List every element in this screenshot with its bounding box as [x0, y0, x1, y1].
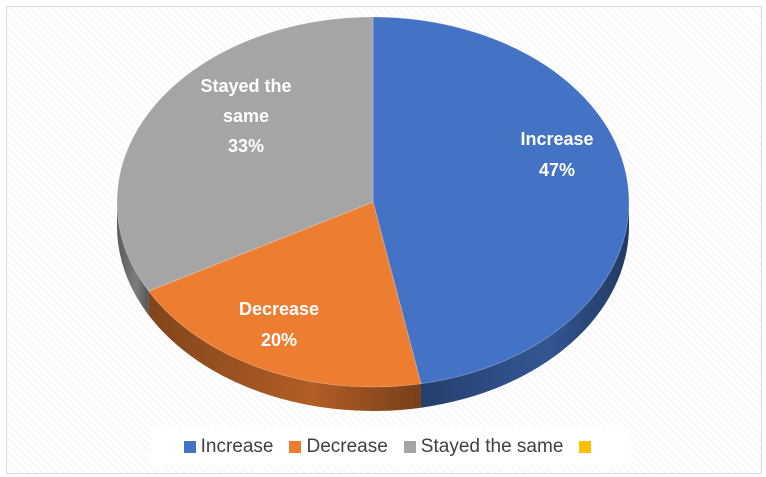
pie-slice-stayed-the-same — [116, 16, 374, 292]
legend-swatch-stayed-the-same — [403, 441, 416, 453]
legend-swatch-increase — [183, 441, 196, 453]
data-label-increase: Increase 47% — [520, 129, 593, 180]
legend-swatch-empty — [579, 441, 592, 453]
data-label-stayed-the-same: Stayed the same 33% — [200, 76, 291, 156]
legend-item-empty — [579, 441, 596, 453]
pie-side-decrease — [148, 291, 421, 411]
legend-item-decrease: Decrease — [289, 436, 388, 458]
legend-label-decrease: Decrease — [306, 436, 388, 457]
pie-side-increase — [420, 202, 629, 408]
legend-label-increase: Increase — [200, 436, 274, 457]
legend: Increase Decrease Stayed the same — [150, 428, 630, 466]
legend-swatch-decrease — [289, 441, 302, 453]
pie-side-stayed-the-same — [117, 202, 149, 316]
pie-slice-increase — [372, 16, 630, 385]
legend-item-increase: Increase — [183, 436, 274, 458]
legend-item-stayed-the-same: Stayed the same — [403, 436, 564, 458]
pie-slice-decrease — [148, 201, 422, 388]
legend-label-stayed-the-same: Stayed the same — [420, 436, 564, 457]
data-label-decrease: Decrease 20% — [239, 299, 319, 350]
